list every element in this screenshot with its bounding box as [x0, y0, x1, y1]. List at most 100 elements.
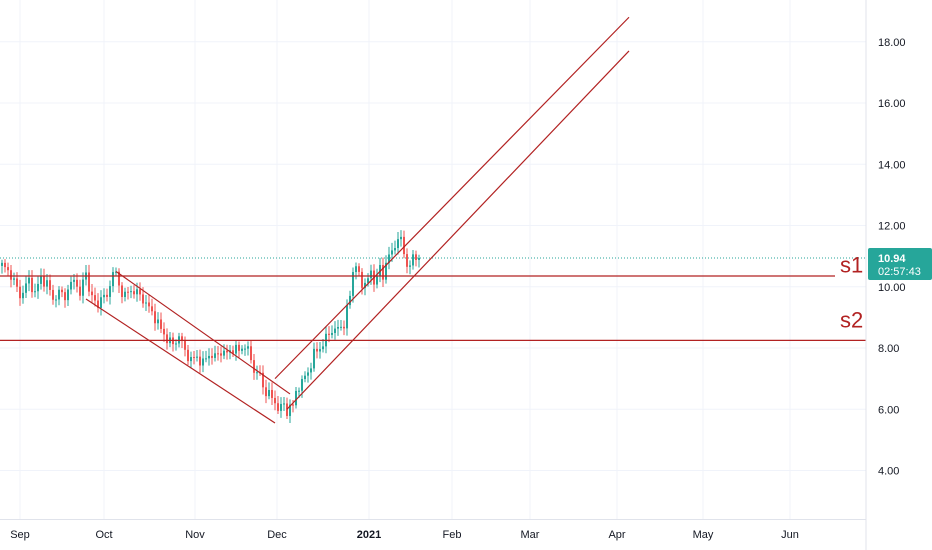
y-tick-label: 10.00 [878, 282, 906, 294]
candle-body [214, 353, 216, 358]
candle-body [295, 390, 297, 406]
candle-body [97, 300, 99, 308]
candle-body [34, 291, 36, 293]
candle-body [73, 279, 75, 282]
candle-body [100, 297, 102, 308]
candle-body [268, 390, 270, 397]
candle-body [391, 250, 393, 255]
candle-body [277, 403, 279, 411]
candle-body [10, 270, 12, 280]
candle-body [136, 289, 138, 295]
candle-body [385, 262, 387, 280]
candle-body [157, 319, 159, 324]
candle-body [367, 278, 369, 283]
trend-line[interactable] [286, 50, 630, 410]
candle-body [103, 294, 105, 298]
trend-line[interactable] [274, 16, 630, 380]
x-tick-label: Nov [185, 529, 205, 541]
candle-body [286, 403, 288, 416]
candle-body [283, 403, 285, 405]
candle-body [4, 262, 6, 268]
candle-body [106, 294, 108, 297]
bar-countdown: 02:57:43 [878, 266, 921, 278]
candle-body [91, 291, 93, 296]
candle-body [250, 346, 252, 361]
candle-body [304, 375, 306, 380]
candle-body [19, 286, 21, 299]
x-tick-label: Apr [608, 529, 625, 541]
candle-body [376, 275, 378, 285]
annotation-s1[interactable]: s1 [840, 252, 863, 277]
candle-body [262, 372, 264, 388]
y-tick-label: 14.00 [878, 159, 906, 171]
candle-body [40, 275, 42, 284]
candle-body [220, 353, 222, 356]
last-price-badge [868, 248, 932, 280]
x-tick-label: Oct [95, 529, 112, 541]
candle-body [349, 295, 351, 306]
candle-body [13, 278, 15, 280]
candle-body [361, 271, 363, 288]
annotation-s2[interactable]: s2 [840, 307, 863, 332]
candle-body [25, 283, 27, 293]
candle-body [208, 355, 210, 359]
x-tick-label: Feb [443, 529, 462, 541]
candle-body [124, 291, 126, 298]
candle-body [70, 281, 72, 290]
candle-body [58, 289, 60, 300]
candle-body [175, 343, 177, 345]
candle-body [61, 289, 63, 293]
candle-body [406, 254, 408, 267]
y-tick-label: 16.00 [878, 98, 906, 110]
candle-body [118, 271, 120, 286]
candle-body [358, 266, 360, 272]
candle-body [184, 340, 186, 350]
drawings-layer[interactable]: s1 s2 [0, 16, 866, 424]
candle-body [301, 379, 303, 391]
candle-body [397, 239, 399, 249]
candle-body [55, 299, 57, 301]
x-tick-label: Sep [10, 529, 30, 541]
candle-body [199, 356, 201, 366]
x-tick-label: 2021 [357, 529, 381, 541]
candle-body [46, 280, 48, 287]
candle-body [88, 272, 90, 292]
candle-body [160, 319, 162, 329]
candle-body [142, 294, 144, 304]
candle-body [340, 326, 342, 328]
price-axis[interactable]: 4.00 6.00 8.00 10.00 12.00 14.00 16.00 18.00 [878, 37, 906, 478]
trend-line[interactable] [85, 298, 276, 424]
time-axis[interactable]: Sep Oct Nov Dec 2021 Feb Mar Apr May Jun [10, 529, 799, 541]
trend-line[interactable] [115, 270, 291, 395]
candle-body [22, 292, 24, 299]
candle-body [211, 355, 213, 358]
candle-body [196, 356, 198, 358]
candle-body [418, 257, 420, 260]
candle-body [193, 357, 195, 359]
candle-body [319, 349, 321, 352]
candle-body [394, 248, 396, 251]
candle-body [112, 272, 114, 287]
y-tick-label: 6.00 [878, 404, 899, 416]
candle-body [139, 289, 141, 295]
candle-body [52, 289, 54, 300]
candle-body [76, 279, 78, 287]
candle-body [292, 404, 294, 406]
candle-body [37, 283, 39, 292]
candle-body [316, 348, 318, 352]
candle-body [151, 306, 153, 312]
x-tick-label: Dec [267, 529, 287, 541]
candle-body [115, 271, 117, 273]
x-tick-label: May [693, 529, 714, 541]
candle-body [7, 267, 9, 271]
candle-body [322, 346, 324, 350]
candle-body [154, 311, 156, 324]
candle-body [205, 358, 207, 360]
candle-body [1, 262, 3, 266]
candle-body [331, 332, 333, 335]
candle-body [133, 291, 135, 295]
x-tick-label: Mar [521, 529, 540, 541]
candle-body [403, 236, 405, 255]
